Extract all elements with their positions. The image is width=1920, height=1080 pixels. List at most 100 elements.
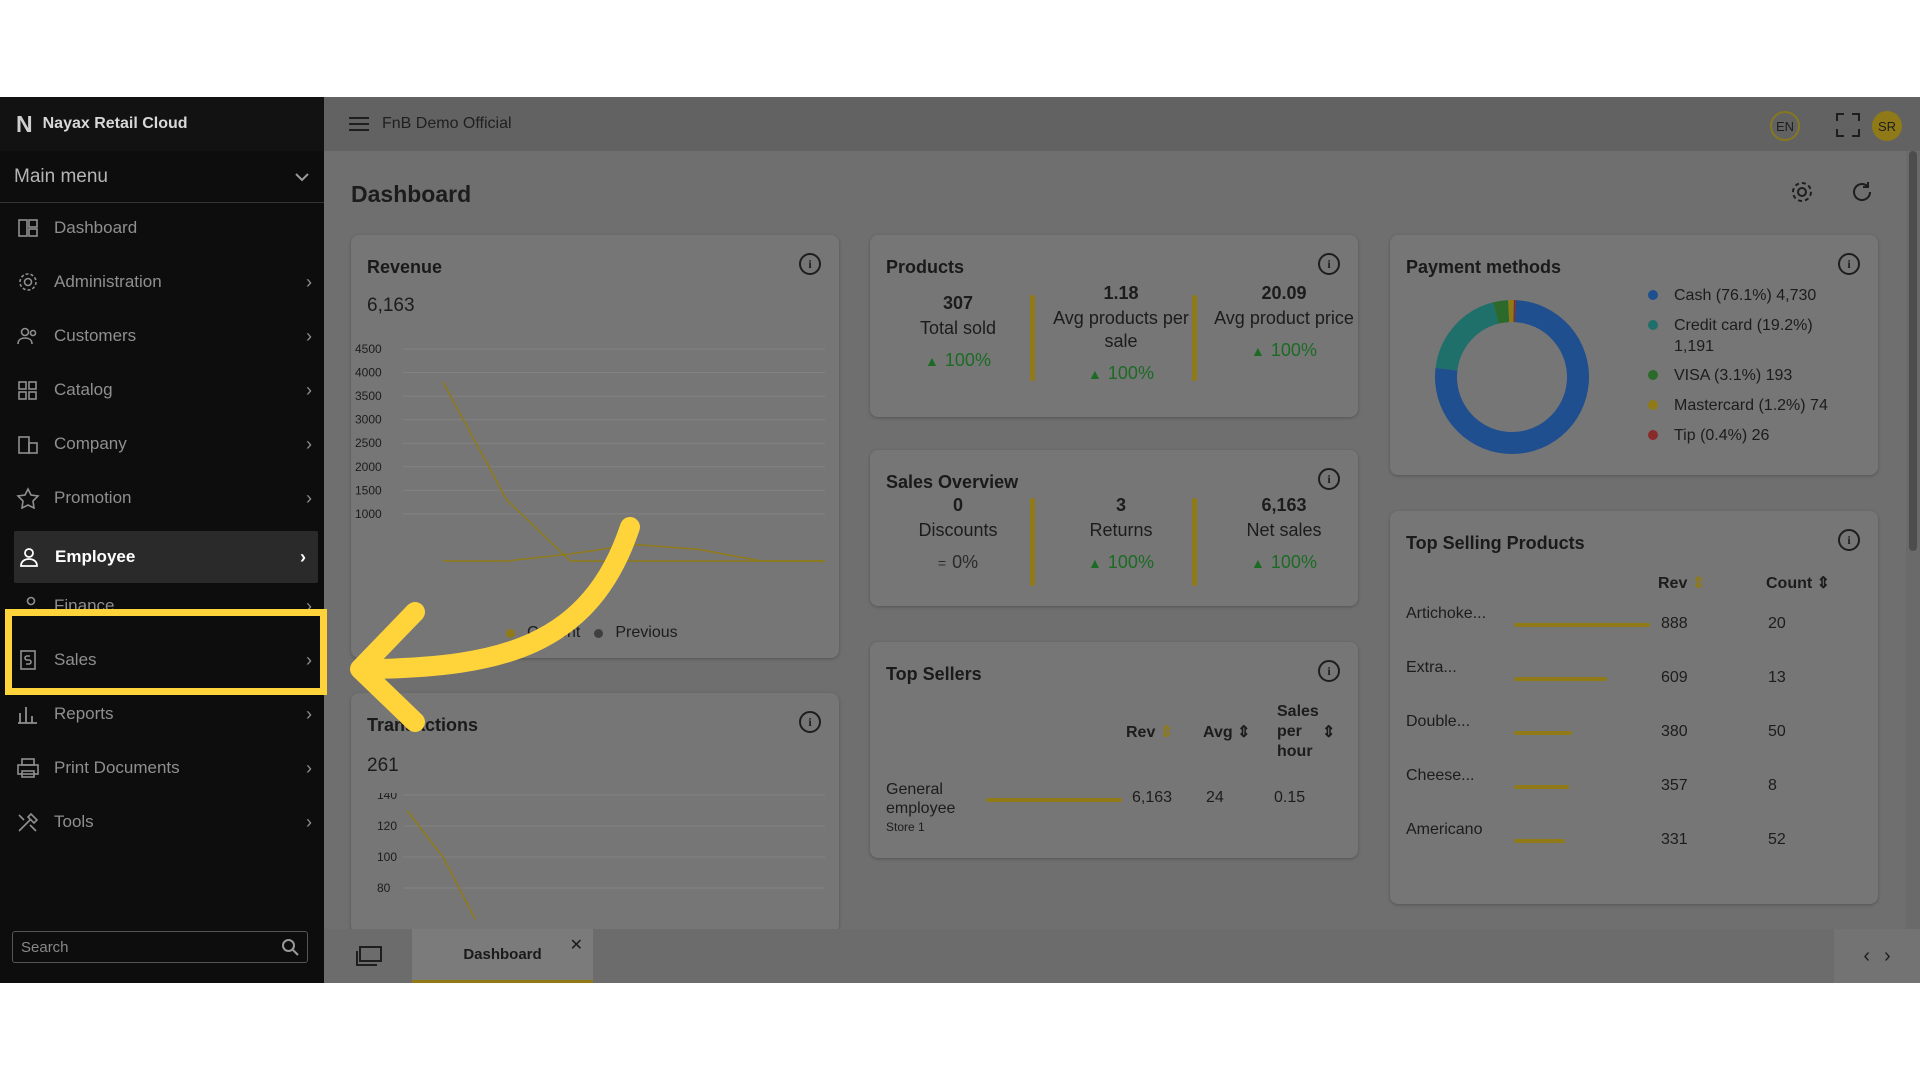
top-products-title: Top Selling Products xyxy=(1406,533,1585,553)
transactions-total: 261 xyxy=(367,755,399,776)
product-name: Artichoke... xyxy=(1406,605,1487,622)
search-icon xyxy=(282,939,299,956)
building-icon xyxy=(15,433,41,455)
chevron-right-icon: › xyxy=(300,546,306,567)
col-header-avg[interactable]: Avg ⇕ xyxy=(1203,722,1251,742)
sidebar-item-administration[interactable]: Administration › xyxy=(0,257,324,307)
up-triangle-icon: ▲ xyxy=(1088,366,1102,382)
col-header-rev[interactable]: Rev ⇕ xyxy=(1126,722,1173,742)
col-header-sales-per-hour[interactable]: Sales per hour xyxy=(1277,703,1319,760)
sidebar-item-print-documents[interactable]: Print Documents › xyxy=(0,743,324,793)
sidebar-item-tools[interactable]: Tools › xyxy=(0,797,324,847)
revenue-total: 6,163 xyxy=(367,295,415,316)
product-count: 20 xyxy=(1768,615,1786,632)
col-header-avg-label: Avg xyxy=(1203,724,1233,741)
col-header-rev[interactable]: Rev ⇕ xyxy=(1658,573,1705,593)
user-icon xyxy=(16,546,42,568)
close-tab-icon[interactable]: ✕ xyxy=(569,937,583,954)
info-icon[interactable]: i xyxy=(1318,253,1340,275)
sort-icon[interactable]: ⇕ xyxy=(1322,724,1336,741)
sidebar-item-sales[interactable]: Sales › xyxy=(0,635,324,685)
info-icon[interactable]: i xyxy=(799,711,821,733)
donut-slice[interactable] xyxy=(1435,300,1589,454)
info-icon[interactable]: i xyxy=(1838,529,1860,551)
sidebar-item-employee[interactable]: Employee › xyxy=(14,531,318,583)
sidebar-item-label: Promotion xyxy=(54,488,132,507)
y-tick-label: 1000 xyxy=(355,507,382,521)
chevron-right-icon: › xyxy=(306,433,312,454)
hamburger-menu-icon[interactable] xyxy=(348,116,370,132)
sidebar-item-dashboard[interactable]: Dashboard xyxy=(0,203,324,253)
stat-value: 6,163 xyxy=(1261,495,1307,515)
tab-dashboard[interactable]: Dashboard ✕ xyxy=(412,929,593,983)
seller-sales-per-hour: 0.15 xyxy=(1274,789,1306,806)
col-header-rev-label: Rev xyxy=(1126,724,1156,741)
tab-dashboard-label: Dashboard xyxy=(463,946,542,963)
sidebar-item-promotion[interactable]: Promotion › xyxy=(0,473,324,523)
stat-net-sales: 6,163 Net sales ▲ 100% xyxy=(1208,495,1358,573)
payment-legend-item: Cash (76.1%) 4,730 xyxy=(1648,285,1848,306)
stat-value: 1.18 xyxy=(1103,283,1139,303)
product-rev-bar xyxy=(1514,839,1565,843)
sidebar-item-label: Dashboard xyxy=(54,218,138,237)
main-menu-toggle[interactable]: Main menu xyxy=(0,151,324,203)
stat-value: 307 xyxy=(942,293,974,313)
main-area: FnB Demo Official EN SR Dashboard Revenu… xyxy=(324,97,1920,983)
info-icon[interactable]: i xyxy=(1318,468,1340,490)
legend-dot xyxy=(1648,320,1658,330)
stat-total-sold: 307 Total sold ▲ 100% xyxy=(882,293,1034,371)
y-tick-label: 3500 xyxy=(355,389,382,403)
y-tick-label: 2000 xyxy=(355,460,382,474)
sidebar-item-label: Customers xyxy=(54,326,137,345)
sort-icon: ⇕ xyxy=(1159,724,1174,741)
seller-rev-bar xyxy=(986,798,1122,802)
chevron-right-icon[interactable]: › xyxy=(1884,944,1891,967)
product-name: Double... xyxy=(1406,713,1471,730)
language-button[interactable]: EN xyxy=(1770,111,1800,141)
top-selling-products-card: Top Selling Products i Rev ⇕ Count ⇕ Art… xyxy=(1390,511,1878,904)
sidebar-item-label: Print Documents xyxy=(54,758,180,777)
fullscreen-icon[interactable] xyxy=(1835,112,1861,138)
stat-avg-products-per-sale: 1.18 Avg products per sale ▲ 100% xyxy=(1045,283,1197,384)
product-rev: 609 xyxy=(1661,669,1688,686)
stat-divider xyxy=(1192,295,1197,381)
revenue-title: Revenue xyxy=(367,257,443,277)
sidebar-item-label: Employee xyxy=(55,547,136,566)
stat-value: 0 xyxy=(952,495,963,515)
donut-slice[interactable] xyxy=(1435,302,1500,371)
sidebar-item-company[interactable]: Company › xyxy=(0,419,324,469)
gear-icon xyxy=(15,271,41,293)
donut-slice[interactable] xyxy=(1493,300,1510,324)
info-icon[interactable]: i xyxy=(1838,253,1860,275)
grid-icon xyxy=(15,379,41,401)
product-rev: 331 xyxy=(1661,831,1688,848)
stat-divider xyxy=(1192,498,1197,586)
windows-icon[interactable] xyxy=(356,946,382,966)
chevron-right-icon: › xyxy=(306,703,312,724)
users-icon xyxy=(15,325,41,347)
user-avatar[interactable]: SR xyxy=(1872,111,1902,141)
main-menu-label: Main menu xyxy=(14,165,108,187)
sidebar-item-customers[interactable]: Customers › xyxy=(0,311,324,361)
main-scrollbar[interactable] xyxy=(1906,151,1920,929)
product-rev-bar xyxy=(1514,731,1573,735)
sidebar-item-label: Catalog xyxy=(54,380,113,399)
legend-dot xyxy=(1648,430,1658,440)
page-title: Dashboard xyxy=(351,181,472,207)
col-header-count-label: Count xyxy=(1766,575,1813,592)
sidebar-search-input[interactable]: Search xyxy=(12,931,308,963)
chevron-left-icon[interactable]: ‹ xyxy=(1863,944,1870,967)
sidebar-item-catalog[interactable]: Catalog › xyxy=(0,365,324,415)
chevron-right-icon: › xyxy=(306,811,312,832)
info-icon[interactable]: i xyxy=(799,253,821,275)
y-tick-label: 100 xyxy=(377,850,397,864)
col-header-rev-label: Rev xyxy=(1658,575,1688,592)
stat-change: 100% xyxy=(1107,552,1154,572)
refresh-icon[interactable] xyxy=(1850,180,1874,204)
sidebar-item-label: Sales xyxy=(54,650,97,669)
col-header-count[interactable]: Count ⇕ xyxy=(1766,573,1830,593)
stat-returns: 3 Returns ▲ 100% xyxy=(1045,495,1197,573)
settings-gear-icon[interactable] xyxy=(1790,180,1814,204)
info-icon[interactable]: i xyxy=(1318,660,1340,682)
sidebar-item-reports[interactable]: Reports › xyxy=(0,689,324,739)
